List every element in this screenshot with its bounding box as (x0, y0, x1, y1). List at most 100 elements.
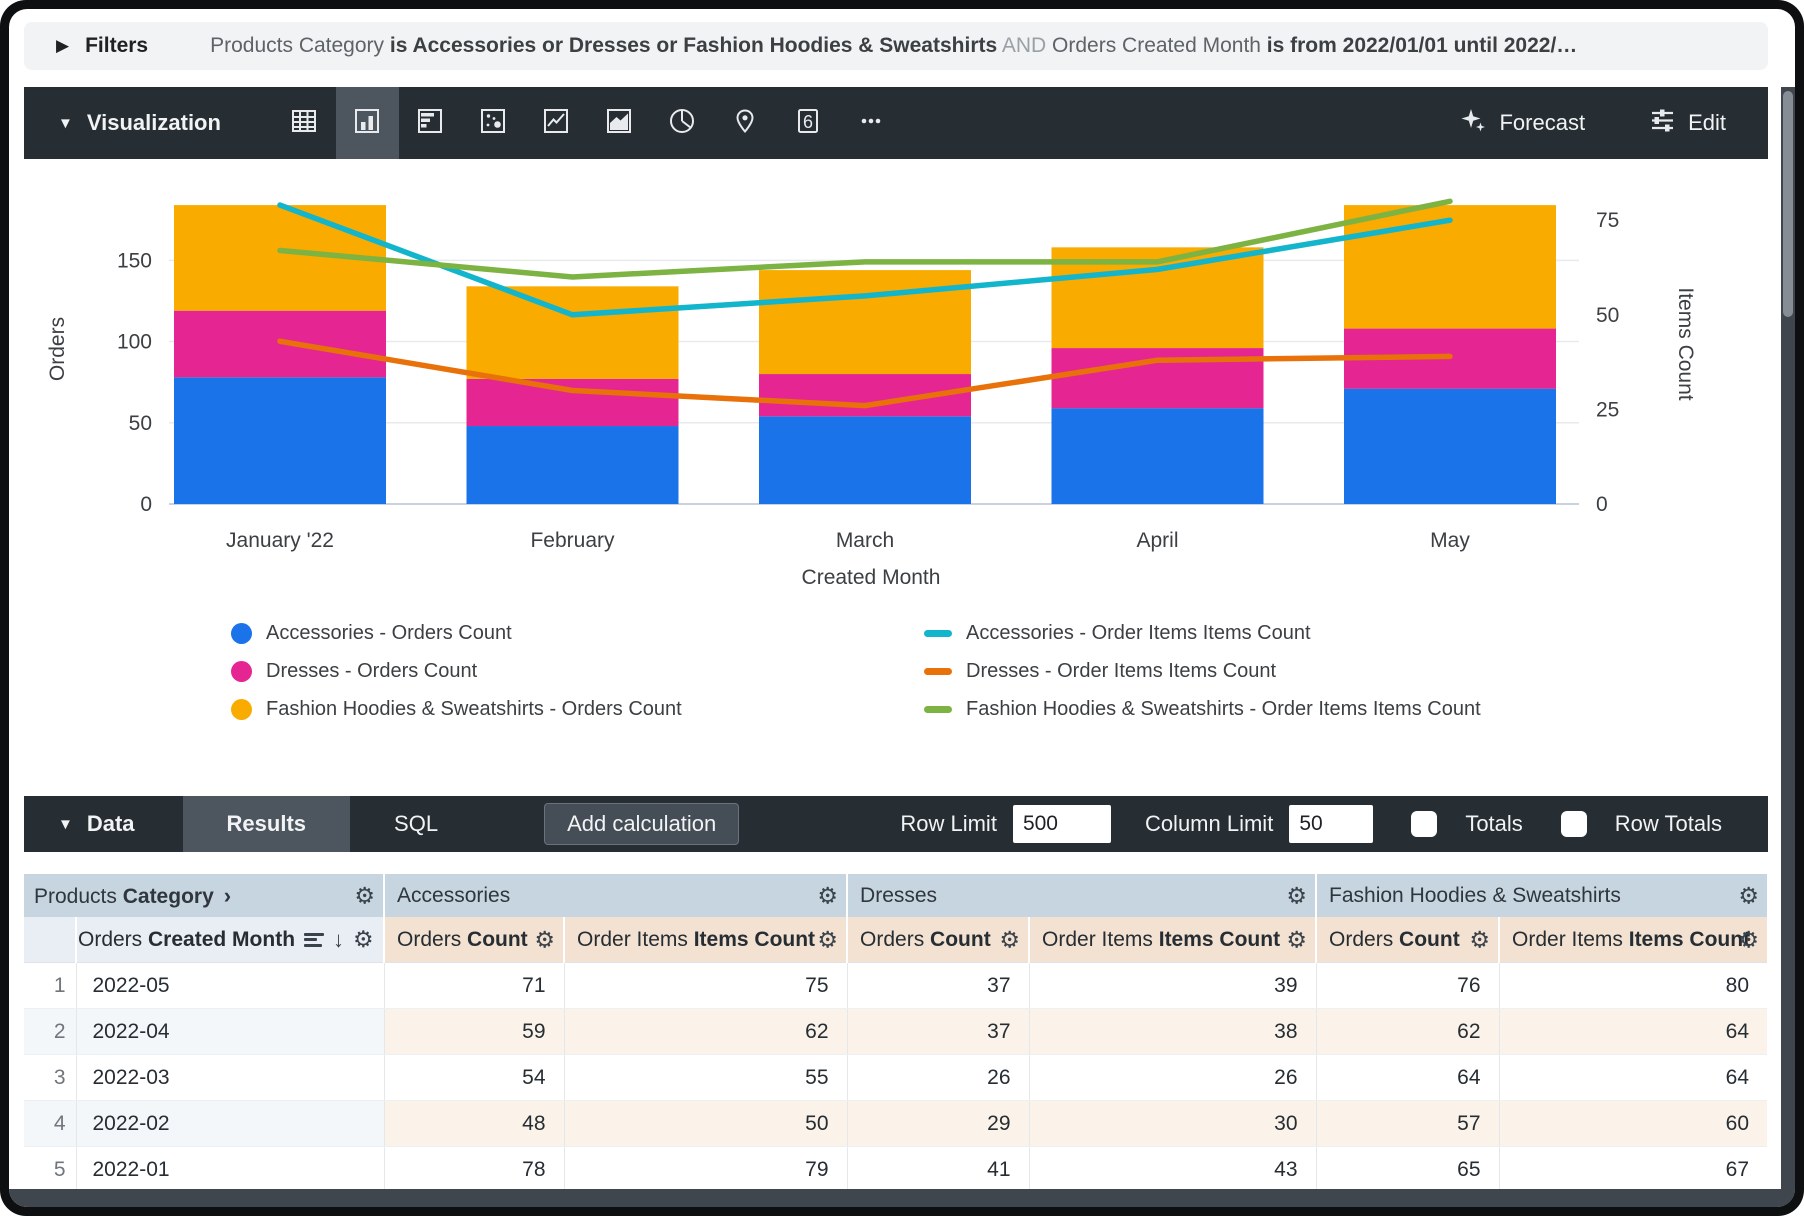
bar-segment[interactable] (174, 377, 386, 504)
measure-cell[interactable]: 67 (1499, 1146, 1768, 1193)
gear-icon[interactable]: ⚙ (1286, 882, 1308, 908)
measure-cell[interactable]: 48 (384, 1100, 565, 1147)
viz-tab-scatter[interactable] (462, 87, 525, 159)
gear-icon[interactable]: ⚙ (817, 882, 839, 908)
legend-item[interactable]: Dresses - Order Items Items Count (924, 659, 1481, 683)
column-header-measure[interactable]: Orders Count ⚙ (846, 917, 1030, 963)
legend-item[interactable]: Accessories - Order Items Items Count (924, 621, 1481, 645)
measure-cell[interactable]: 57 (1316, 1100, 1500, 1147)
measure-cell[interactable]: 76 (1316, 962, 1500, 1009)
dimension-cell[interactable]: 2022-03 (76, 1054, 385, 1101)
vertical-scrollbar[interactable] (1781, 87, 1795, 1207)
column-header-measure[interactable]: Order Items Items Count ⚙ (1028, 917, 1317, 963)
filters-title[interactable]: Filters (85, 34, 149, 57)
measure-cell[interactable]: 43 (1029, 1146, 1317, 1193)
line-series[interactable] (277, 202, 1453, 318)
column-header-measure[interactable]: Orders Count ⚙ (383, 917, 565, 963)
measure-cell[interactable]: 59 (384, 1008, 565, 1055)
filters-expand-icon[interactable]: ▶ (56, 36, 70, 55)
gear-icon[interactable]: ⚙ (817, 926, 839, 952)
viz-tab-pie[interactable] (651, 87, 714, 159)
tab-sql[interactable]: SQL (394, 811, 439, 836)
line-series[interactable] (277, 338, 1453, 409)
measure-cell[interactable]: 37 (847, 1008, 1030, 1055)
gear-icon[interactable]: ⚙ (534, 926, 556, 952)
measure-cell[interactable]: 55 (564, 1054, 848, 1101)
forecast-button[interactable]: Forecast (1460, 107, 1585, 140)
scrollbar-thumb[interactable] (1783, 91, 1793, 317)
measure-cell[interactable]: 62 (1316, 1008, 1500, 1055)
bar-segment[interactable] (1344, 205, 1556, 329)
line-series[interactable] (277, 198, 1453, 280)
measure-cell[interactable]: 71 (384, 962, 565, 1009)
viz-tab-area[interactable] (588, 87, 651, 159)
viz-tab-single-value[interactable]: 6 (777, 87, 840, 159)
column-group[interactable]: Accessories ⚙ (383, 874, 848, 917)
measure-cell[interactable]: 65 (1316, 1146, 1500, 1193)
measure-cell[interactable]: 37 (847, 962, 1030, 1009)
measure-cell[interactable]: 64 (1316, 1054, 1500, 1101)
data-section-toggle[interactable]: ▼ Data (58, 811, 135, 837)
dimension-cell[interactable]: 2022-02 (76, 1100, 385, 1147)
measure-cell[interactable]: 50 (564, 1100, 848, 1147)
viz-tab-map[interactable] (714, 87, 777, 159)
measure-cell[interactable]: 29 (847, 1100, 1030, 1147)
measure-cell[interactable]: 80 (1499, 962, 1768, 1009)
viz-tab-column[interactable] (335, 87, 399, 159)
measure-cell[interactable]: 64 (1499, 1008, 1768, 1055)
bar-segment[interactable] (466, 378, 679, 427)
measure-cell[interactable]: 75 (564, 962, 848, 1009)
column-group[interactable]: Dresses ⚙ (846, 874, 1317, 917)
measure-cell[interactable]: 26 (1029, 1054, 1317, 1101)
column-group[interactable]: Fashion Hoodies & Sweatshirts ⚙ (1315, 874, 1768, 917)
column-header-measure[interactable]: Order Items Items Count ⚙ (563, 917, 848, 963)
gear-icon[interactable]: ⚙ (1738, 882, 1760, 908)
subtotals-icon[interactable] (304, 930, 325, 949)
visualization-section-toggle[interactable]: ▼ Visualization (58, 110, 221, 136)
legend-item[interactable]: Fashion Hoodies & Sweatshirts - Order It… (924, 697, 1481, 721)
measure-cell[interactable]: 62 (564, 1008, 848, 1055)
measure-cell[interactable]: 60 (1499, 1100, 1768, 1147)
measure-cell[interactable]: 64 (1499, 1054, 1768, 1101)
bar-segment[interactable] (466, 426, 679, 504)
tab-results[interactable]: Results (182, 796, 351, 852)
horizontal-scrollbar[interactable] (9, 1189, 1795, 1207)
gear-icon[interactable]: ⚙ (354, 882, 376, 908)
row-totals-checkbox[interactable] (1560, 811, 1587, 837)
measure-cell[interactable]: 39 (1029, 962, 1317, 1009)
bar-segment[interactable] (759, 416, 971, 504)
legend-item[interactable]: Dresses - Orders Count (231, 659, 924, 683)
bar-segment[interactable] (1344, 388, 1556, 504)
column-header-orders-created-month[interactable]: Orders Created Month ↓ ⚙ (74, 917, 385, 963)
gear-icon[interactable]: ⚙ (1286, 926, 1308, 952)
viz-tab-more[interactable] (840, 87, 903, 159)
row-limit-input[interactable] (1012, 805, 1111, 843)
dimension-cell[interactable]: 2022-04 (76, 1008, 385, 1055)
totals-checkbox[interactable] (1411, 811, 1438, 837)
measure-cell[interactable]: 30 (1029, 1100, 1317, 1147)
measure-cell[interactable]: 26 (847, 1054, 1030, 1101)
column-limit-input[interactable] (1289, 805, 1374, 843)
gear-icon[interactable]: ⚙ (1469, 926, 1491, 952)
column-header-measure[interactable]: Order Items Items Count ⚙ (1498, 917, 1768, 963)
legend-item[interactable]: Accessories - Orders Count (231, 621, 924, 645)
gear-icon[interactable]: ⚙ (1738, 926, 1760, 952)
column-header-measure[interactable]: Orders Count ⚙ (1315, 917, 1500, 963)
measure-cell[interactable]: 54 (384, 1054, 565, 1101)
measure-cell[interactable]: 41 (847, 1146, 1030, 1193)
bar-segment[interactable] (1051, 408, 1264, 504)
dimension-cell[interactable]: 2022-05 (76, 962, 385, 1009)
column-group-dimension[interactable]: Products Category › ⚙ (24, 874, 385, 917)
gear-icon[interactable]: ⚙ (353, 926, 374, 952)
combo-chart[interactable]: 0 50 100 150 0 25 50 75 January '22 February March… (24, 159, 1764, 604)
dimension-cell[interactable]: 2022-01 (76, 1146, 385, 1193)
add-calculation-button[interactable]: Add calculation (544, 803, 740, 845)
edit-button[interactable]: Edit (1649, 107, 1726, 140)
viz-tab-line[interactable] (525, 87, 588, 159)
measure-cell[interactable]: 38 (1029, 1008, 1317, 1055)
measure-cell[interactable]: 79 (564, 1146, 848, 1193)
filters-bar[interactable]: ▶ Filters Products Category is Accessori… (24, 22, 1768, 70)
gear-icon[interactable]: ⚙ (999, 926, 1021, 952)
viz-tab-table[interactable] (273, 87, 336, 159)
measure-cell[interactable]: 78 (384, 1146, 565, 1193)
